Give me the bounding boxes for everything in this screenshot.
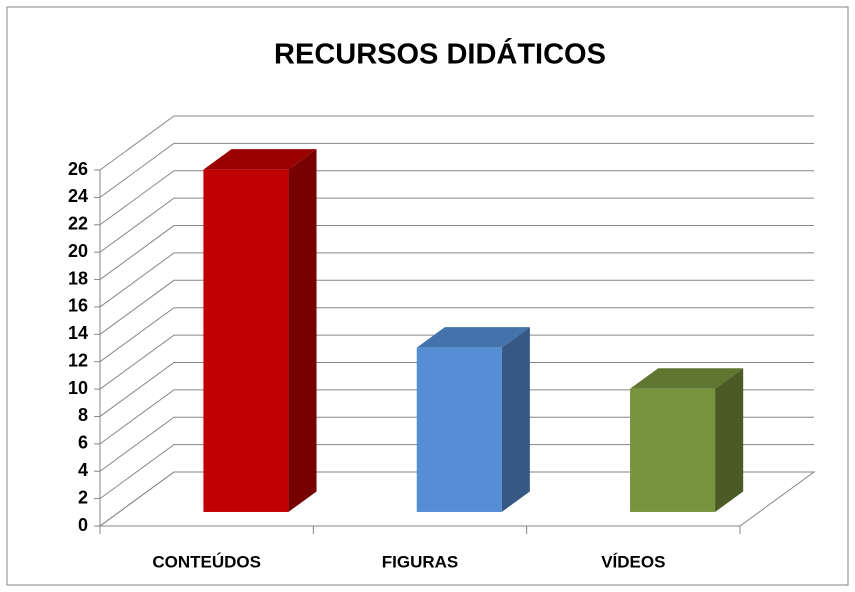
bar bbox=[630, 388, 716, 512]
bar-top bbox=[416, 327, 530, 348]
y-tick-label: 8 bbox=[78, 405, 88, 425]
chart-title: RECURSOS DIDÁTICOS bbox=[274, 37, 606, 71]
y-tick-label: 14 bbox=[68, 323, 88, 343]
grid-line bbox=[99, 197, 814, 253]
bar bbox=[416, 347, 502, 512]
grid-line bbox=[99, 416, 814, 472]
bar-top bbox=[630, 368, 744, 389]
y-tick-label: 4 bbox=[78, 460, 88, 480]
y-tick-label: 22 bbox=[68, 214, 88, 234]
grid-line bbox=[99, 471, 814, 527]
y-tick-label: 20 bbox=[68, 241, 88, 261]
y-tick-label: 6 bbox=[78, 433, 88, 453]
grid-line bbox=[99, 142, 814, 198]
y-tick-label: 18 bbox=[68, 268, 88, 288]
y-tick-label: 16 bbox=[68, 296, 88, 316]
grid-line bbox=[99, 334, 814, 390]
grid-line bbox=[99, 252, 814, 308]
grid-line bbox=[99, 279, 814, 335]
grid-line bbox=[99, 389, 814, 445]
y-tick-label: 24 bbox=[68, 186, 88, 206]
x-tick-label: CONTEÚDOS bbox=[152, 552, 261, 571]
y-tick-label: 10 bbox=[68, 378, 88, 398]
grid-line bbox=[99, 444, 814, 500]
bar-side bbox=[501, 327, 530, 512]
grid-line bbox=[99, 170, 814, 226]
grid-line bbox=[99, 115, 814, 171]
bar bbox=[203, 169, 289, 512]
bar-side bbox=[288, 149, 317, 512]
x-tick-label: VÍDEOS bbox=[601, 552, 665, 571]
bar-top bbox=[203, 149, 317, 170]
x-tick-label: FIGURAS bbox=[382, 552, 459, 571]
y-tick-label: 12 bbox=[68, 350, 88, 370]
bar-side bbox=[715, 368, 744, 512]
y-tick-label: 26 bbox=[68, 159, 88, 179]
y-tick-label: 2 bbox=[78, 487, 88, 507]
grid-line bbox=[99, 225, 814, 280]
y-tick-label: 0 bbox=[78, 515, 88, 535]
grid-line bbox=[99, 307, 814, 363]
grid-line bbox=[99, 361, 814, 417]
